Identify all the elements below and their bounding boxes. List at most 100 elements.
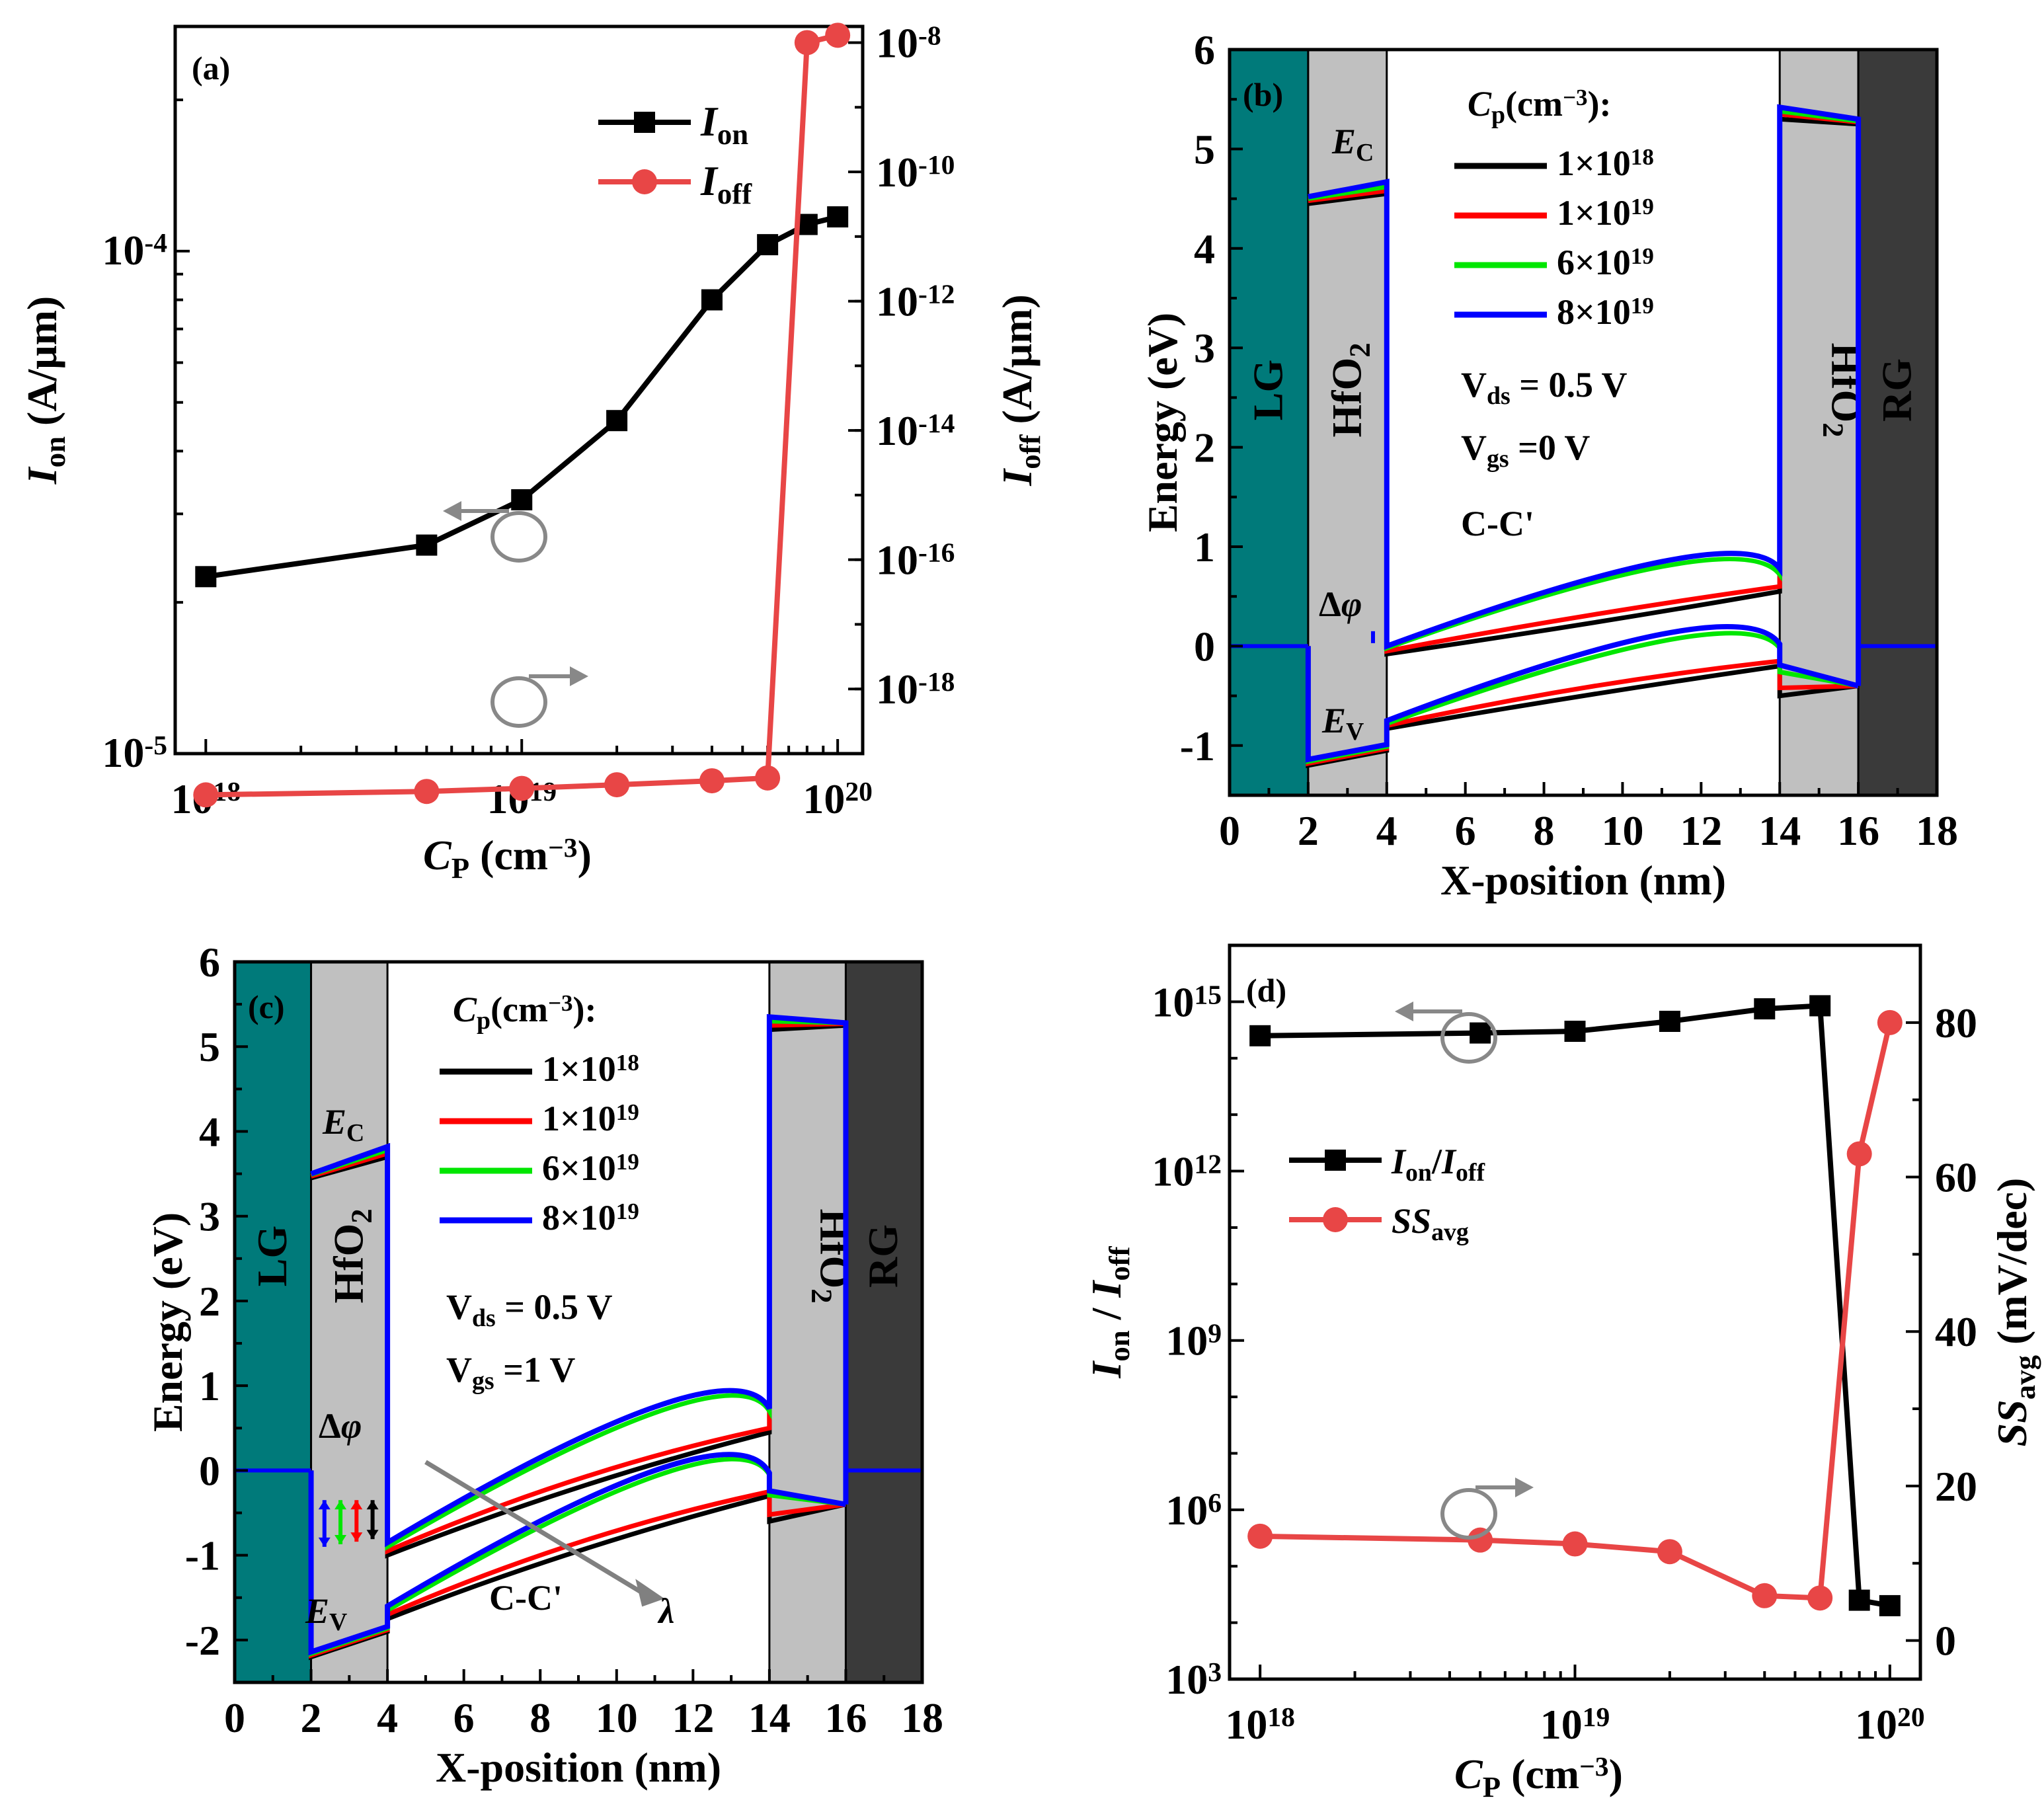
dphi-arrowhead <box>318 1537 331 1547</box>
data-point-Ion/Ioff <box>1754 998 1776 1020</box>
series-line-SSavg <box>1260 1021 1893 1601</box>
valence-band-1 <box>309 1470 846 1659</box>
legend-label: Ioff <box>700 157 752 210</box>
dphi-arrowhead <box>366 1530 379 1540</box>
valence-band-3 <box>308 1452 847 1656</box>
y-tick-label: 1 <box>199 1362 220 1409</box>
data-point-SSavg <box>1657 1539 1682 1565</box>
legend-label: 8×1019 <box>1557 292 1654 332</box>
y-left-tick-label: 106 <box>1165 1487 1222 1534</box>
x-tick-label: 4 <box>377 1694 398 1741</box>
panel-label: (a) <box>192 50 230 87</box>
y-left-tick-label: 1015 <box>1152 978 1222 1025</box>
x-tick-label: 1019 <box>1540 1701 1610 1748</box>
dphi-arrowhead <box>350 1500 363 1510</box>
x-axis-label: X-position (nm) <box>436 1744 721 1791</box>
x-tick-label: 16 <box>1837 807 1879 854</box>
region-HfO <box>1307 48 1388 797</box>
condition-label: Vgs =0 V <box>1461 428 1590 473</box>
x-tick-label: 10 <box>596 1694 638 1741</box>
cut-label: C-C' <box>1461 504 1534 543</box>
dphi-arrowhead <box>334 1500 347 1510</box>
data-point-Ion <box>416 534 438 556</box>
ev-label: EV <box>1321 701 1364 746</box>
dphi-arrowhead <box>366 1500 379 1510</box>
panel-label: (c) <box>248 988 285 1025</box>
legend-label: 1×1018 <box>1557 143 1654 183</box>
panel-label: (b) <box>1243 76 1283 113</box>
y-right-tick-label: 10-16 <box>876 537 955 584</box>
data-point-SSavg <box>1877 1009 1903 1035</box>
x-tick-label: 14 <box>748 1694 791 1741</box>
dphi-label: Δφ <box>319 1406 362 1446</box>
y-tick-label: 6 <box>1194 26 1215 73</box>
annotation-arrowhead <box>1395 1002 1413 1021</box>
data-point-Ioff <box>755 765 781 791</box>
annotation-circle <box>491 676 547 728</box>
data-point-SSavg <box>1562 1531 1588 1557</box>
conduction-band-0 <box>1308 116 1861 686</box>
x-axis-label: CP (cm−3) <box>423 832 592 885</box>
legend-label: Ion/Ioff <box>1391 1142 1485 1187</box>
annotation-circle <box>491 511 547 563</box>
region-HfO <box>768 961 847 1684</box>
lambda-label: λ <box>657 1591 674 1631</box>
legend-label: 1×1019 <box>542 1099 639 1138</box>
y-axis-label: Energy (eV) <box>1139 313 1186 532</box>
y-tick-label: -1 <box>1180 723 1215 769</box>
ec-label: EC <box>322 1102 364 1147</box>
dphi-arrowhead <box>318 1500 331 1510</box>
y-tick-label: 3 <box>1194 325 1215 372</box>
x-tick-label: 16 <box>824 1694 867 1741</box>
data-point-Ioff <box>825 22 851 48</box>
x-tick-label: 1020 <box>1855 1701 1925 1748</box>
y-tick-label: 1 <box>1194 524 1215 571</box>
cut-label: C-C' <box>489 1578 563 1618</box>
x-tick-label: 4 <box>1376 807 1397 854</box>
y-left-tick-label: 10-5 <box>102 729 167 776</box>
panel-a: 1018 1019 102010-510-410-1810-1610-1410-12… <box>19 19 1046 884</box>
region-label-HfO: HfO2 <box>1323 342 1376 437</box>
legend-label: 1×1018 <box>542 1049 639 1089</box>
data-point-Ioff <box>414 779 440 805</box>
x-tick-label: 8 <box>530 1694 551 1741</box>
x-axis-label: CP (cm−3) <box>1454 1751 1623 1803</box>
data-point-Ion <box>701 289 723 311</box>
legend-title: Cp(cm−3): <box>453 990 597 1035</box>
series-line-Ion <box>205 214 839 580</box>
y-left-tick-label: 103 <box>1165 1656 1222 1703</box>
ec-label: EC <box>1331 122 1374 167</box>
data-point-Ion/Ioff <box>1879 1594 1901 1616</box>
y-tick-label: 0 <box>1194 623 1215 670</box>
region-label-RG: RG <box>1873 358 1920 422</box>
x-tick-label: 18 <box>1916 807 1958 854</box>
x-tick-label: 2 <box>1298 807 1319 854</box>
y-tick-label: 2 <box>199 1278 220 1325</box>
y-right-tick-label: 10-18 <box>876 666 955 713</box>
y-right-tick-label: 0 <box>1935 1618 1956 1665</box>
region-RG <box>844 961 924 1684</box>
region-label-LG: LG <box>1244 360 1291 420</box>
data-point-Ion/Ioff <box>1809 995 1831 1017</box>
data-point-SSavg <box>1752 1583 1778 1608</box>
valence-band-0 <box>309 1470 847 1661</box>
y-tick-label: 0 <box>199 1447 220 1494</box>
x-tick-label: 12 <box>1680 807 1722 854</box>
ev-label: EV <box>305 1591 347 1636</box>
lambda-arrowhead <box>635 1579 665 1607</box>
y-tick-label: -2 <box>185 1617 220 1664</box>
dphi-arrowhead <box>334 1534 347 1544</box>
data-point-Ion <box>757 234 779 256</box>
legend-label: 6×1019 <box>1557 243 1654 282</box>
y-left-tick-label: 109 <box>1165 1318 1222 1364</box>
y-right-tick-label: 10-8 <box>876 19 941 66</box>
y-tick-label: 5 <box>1194 126 1215 173</box>
annotation-arrowhead <box>570 666 588 686</box>
x-tick-label: 6 <box>453 1694 475 1741</box>
x-tick-label: 8 <box>1534 807 1555 854</box>
data-point-Ion/Ioff <box>1564 1021 1586 1043</box>
legend-label: SSavg <box>1392 1201 1469 1246</box>
data-point-Ioff <box>794 30 820 56</box>
data-point-SSavg <box>1807 1585 1833 1611</box>
